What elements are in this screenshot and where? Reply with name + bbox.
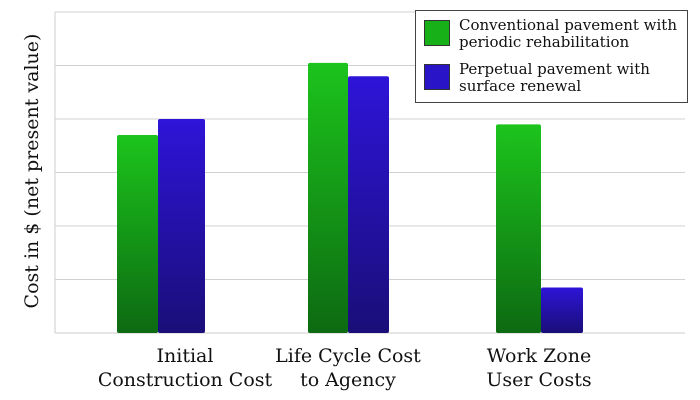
bar-perpetual [158, 119, 205, 333]
legend-label: surface renewal [459, 77, 582, 95]
x-tick-line: Work Zone [486, 345, 592, 367]
legend-label: Perpetual pavement with [459, 60, 650, 78]
legend-item-perpetual: Perpetual pavement with surface renewal [424, 61, 679, 95]
x-tick-label: Life Cycle Cost to Agency [248, 344, 448, 392]
x-tick-label: Initial Construction Cost [85, 344, 285, 392]
bar-perpetual [348, 76, 389, 333]
x-tick-line: Life Cycle Cost [275, 345, 421, 367]
legend-swatch-green [424, 20, 450, 46]
x-tick-label: Work Zone User Costs [439, 344, 639, 392]
bar-perpetual [541, 287, 583, 333]
legend-item-conventional: Conventional pavement with periodic reha… [424, 17, 679, 51]
x-tick-line: Construction Cost [97, 369, 273, 391]
y-axis-label: Cost in $ (net present value) [21, 33, 43, 309]
x-tick-line: Initial [156, 345, 214, 367]
x-tick-line: User Costs [486, 369, 592, 391]
legend-label: Conventional pavement with [459, 16, 677, 34]
bar-conventional [308, 62, 348, 333]
legend: Conventional pavement with periodic reha… [415, 10, 688, 103]
bar-conventional [117, 135, 158, 333]
legend-swatch-blue [424, 64, 450, 90]
legend-label: periodic rehabilitation [459, 33, 630, 51]
bar-conventional [496, 124, 541, 333]
x-tick-line: to Agency [300, 369, 396, 391]
